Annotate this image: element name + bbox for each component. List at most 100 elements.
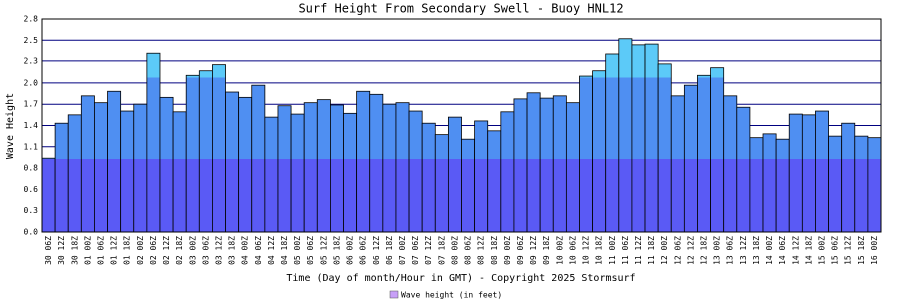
bar	[815, 110, 829, 233]
x-tick-label: 03 18Z	[228, 236, 237, 265]
y-tick-label: 0.0	[24, 228, 39, 237]
x-tick-label: 04 00Z	[241, 236, 250, 265]
x-tick-label: 12 18Z	[700, 236, 709, 265]
x-tick-label: 09 18Z	[542, 236, 551, 265]
bar	[644, 43, 659, 233]
x-tick-label: 11 06Z	[621, 236, 630, 265]
x-tick-label: 09 06Z	[516, 236, 525, 265]
bar	[146, 52, 161, 233]
y-tick-label: 1.1	[24, 142, 39, 151]
x-tick-label: 10 06Z	[568, 236, 577, 265]
bar	[198, 70, 213, 233]
bar	[461, 138, 476, 233]
x-tick-label: 10 00Z	[555, 236, 564, 265]
x-tick-label: 15 12Z	[844, 236, 853, 265]
x-tick-label: 11 12Z	[634, 236, 643, 265]
x-tick-label: 07 12Z	[424, 236, 433, 265]
bar	[238, 96, 253, 233]
bar	[382, 103, 397, 233]
bar	[290, 113, 305, 233]
x-tick-label: 13 12Z	[739, 236, 748, 265]
x-tick-label: 02 06Z	[149, 236, 158, 265]
bar	[801, 114, 816, 233]
x-tick-label: 07 18Z	[437, 236, 446, 265]
x-tick-label: 05 12Z	[319, 236, 328, 265]
bar	[828, 135, 843, 233]
x-tick-label: 14 00Z	[765, 236, 774, 265]
x-tick-label: 11 00Z	[608, 236, 617, 265]
bar	[841, 122, 856, 233]
bar	[212, 64, 226, 233]
bar	[447, 116, 462, 233]
bar	[41, 157, 56, 233]
x-tick-label: 08 00Z	[450, 236, 459, 265]
x-tick-label: 02 18Z	[175, 236, 184, 265]
x-tick-label: 05 06Z	[306, 236, 315, 265]
bar	[697, 74, 711, 233]
x-tick-label: 09 12Z	[529, 236, 538, 265]
x-tick-label: 01 18Z	[123, 236, 132, 265]
bar	[67, 114, 82, 233]
bar	[487, 130, 502, 233]
x-tick-label: 10 12Z	[582, 236, 591, 265]
bar	[159, 96, 174, 233]
x-tick-label: 11 18Z	[647, 236, 656, 265]
y-axis-label: Wave Height	[5, 93, 16, 159]
x-tick-label: 04 06Z	[254, 236, 263, 265]
bar	[94, 102, 108, 233]
x-tick-label: 30 12Z	[57, 236, 66, 265]
x-tick-label: 03 06Z	[201, 236, 210, 265]
bar	[408, 110, 423, 233]
x-tick-label: 15 00Z	[818, 236, 827, 265]
y-tick-label: 1.7	[24, 100, 39, 109]
plot-border	[41, 18, 882, 233]
legend-label: Wave height (in feet)	[401, 291, 502, 300]
x-tick-label: 03 00Z	[188, 236, 197, 265]
bar	[395, 102, 410, 233]
x-tick-label: 06 18Z	[385, 236, 394, 265]
x-tick-label: 05 00Z	[293, 236, 302, 265]
bar	[343, 112, 358, 233]
x-tick-label: 04 18Z	[280, 236, 289, 265]
bar	[762, 133, 777, 233]
x-tick-label: 01 06Z	[96, 236, 105, 265]
bar	[683, 84, 698, 233]
x-tick-label: 13 06Z	[726, 236, 735, 265]
y-tick-label: 2.0	[24, 78, 39, 87]
x-tick-label: 01 12Z	[110, 236, 119, 265]
bar	[54, 122, 69, 233]
y-tick-label: 2.8	[24, 15, 39, 24]
bar	[421, 122, 436, 233]
bar	[434, 134, 449, 233]
bar	[579, 75, 593, 233]
bar	[133, 103, 148, 233]
x-tick-label: 01 00Z	[83, 236, 92, 265]
x-tick-label: 06 00Z	[346, 236, 355, 265]
bar	[618, 38, 633, 233]
bar	[854, 135, 869, 233]
bar	[670, 95, 685, 233]
bar	[723, 95, 738, 233]
x-tick-label: 03 12Z	[214, 236, 223, 265]
bar	[316, 99, 331, 233]
x-tick-label: 08 06Z	[464, 236, 473, 265]
bar	[474, 120, 489, 233]
bar	[225, 91, 240, 233]
x-tick-label: 07 06Z	[411, 236, 420, 265]
x-tick-label: 12 06Z	[673, 236, 682, 265]
bar	[369, 93, 384, 233]
x-tick-label: 14 12Z	[791, 236, 800, 265]
x-tick-label: 10 18Z	[595, 236, 604, 265]
y-tick-label: 0.8	[24, 164, 39, 173]
x-tick-label: 30 18Z	[70, 236, 79, 265]
legend-swatch	[389, 290, 399, 299]
x-tick-label: 06 12Z	[372, 236, 381, 265]
x-axis-label: Time (Day of month/Hour in GMT) - Copyri…	[286, 273, 635, 284]
y-tick-label: 2.3	[24, 56, 39, 65]
bar	[867, 137, 882, 233]
y-tick-label: 2.5	[24, 36, 39, 45]
bar	[80, 95, 95, 233]
bar	[605, 53, 620, 233]
x-tick-label: 08 12Z	[477, 236, 486, 265]
